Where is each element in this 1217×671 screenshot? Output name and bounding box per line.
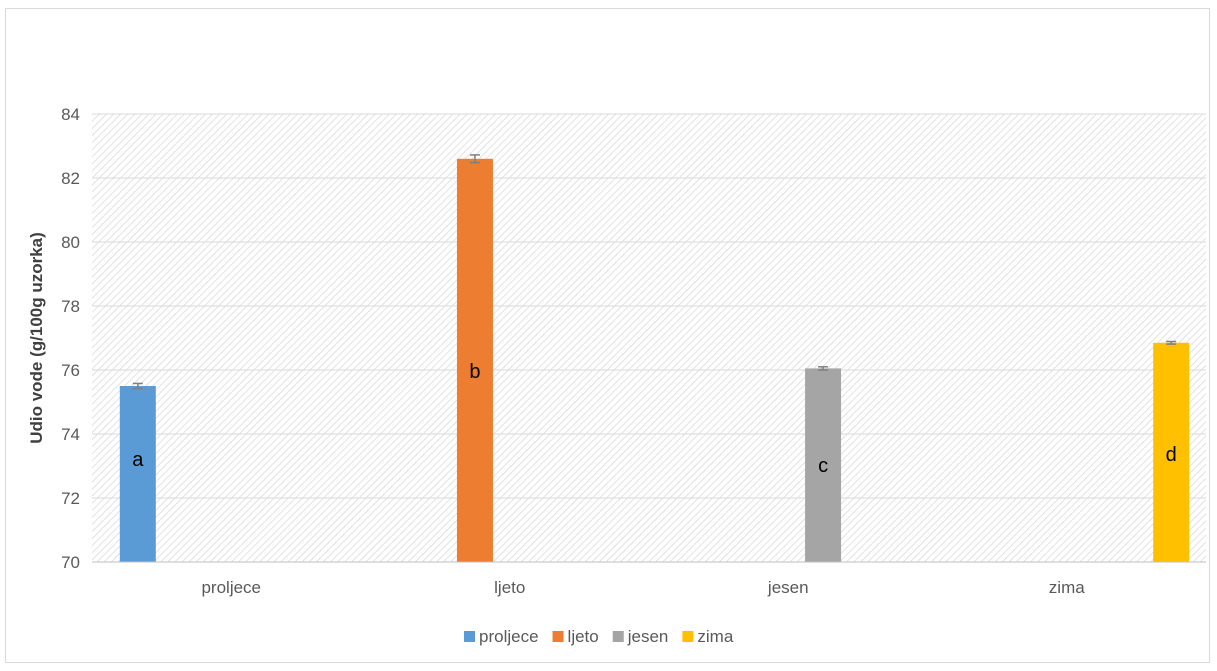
x-axis: proljece ljeto jesen zima [92,561,1206,597]
bar-label-d: d [1166,444,1177,466]
bar-label-c: c [818,455,828,477]
legend-swatch [552,631,564,642]
legend-swatch [464,631,475,642]
x-tick-label: proljece [201,578,261,597]
bar-label-b: b [469,361,480,383]
y-tick-label: 82 [61,169,80,188]
bar-zima [1153,342,1190,562]
error-bar-ljeto [469,154,480,164]
gridlines [92,113,1206,563]
y-axis: 70 72 74 76 78 80 82 84 [61,105,80,572]
y-tick-label: 70 [61,553,80,572]
legend-label: ljeto [568,627,599,646]
chart-frame: 70 72 74 76 78 80 82 84 a b c d proljece ljeto jesen… [5,8,1210,663]
bar-ljeto [456,158,493,563]
legend-item-ljeto: ljeto [552,627,599,646]
bar-chart: 70 72 74 76 78 80 82 84 a b c d proljece ljeto jesen… [27,105,1206,646]
y-tick-label: 84 [61,105,80,124]
legend-item-jesen: jesen [612,627,669,646]
x-tick-label: zima [1049,578,1085,597]
legend-item-proljece: proljece [464,627,539,646]
bar-label-a: a [132,449,144,471]
y-tick-label: 80 [61,233,80,252]
y-tick-label: 74 [61,425,80,444]
legend-swatch [612,631,624,642]
error-bar-jesen [818,366,829,371]
bars: a b c d [119,154,1190,563]
x-tick-label: ljeto [494,578,525,597]
y-axis-label: Udio vode (g/100g uzorka) [27,232,46,444]
x-tick-label: jesen [767,578,809,597]
legend-label: proljece [479,627,539,646]
y-tick-label: 76 [61,361,80,380]
legend-item-zima: zima [682,627,734,646]
plot-area-background [92,114,1206,562]
legend-label: jesen [627,627,669,646]
y-tick-label: 78 [61,297,80,316]
bar-proljece [119,386,156,562]
error-bar-proljece [132,382,143,390]
legend-swatch [682,631,694,642]
legend-label: zima [697,627,733,646]
legend: proljece ljeto jesen zima [464,627,734,646]
y-tick-label: 72 [61,489,80,508]
error-bar-zima [1166,340,1177,345]
bar-jesen [805,368,842,562]
